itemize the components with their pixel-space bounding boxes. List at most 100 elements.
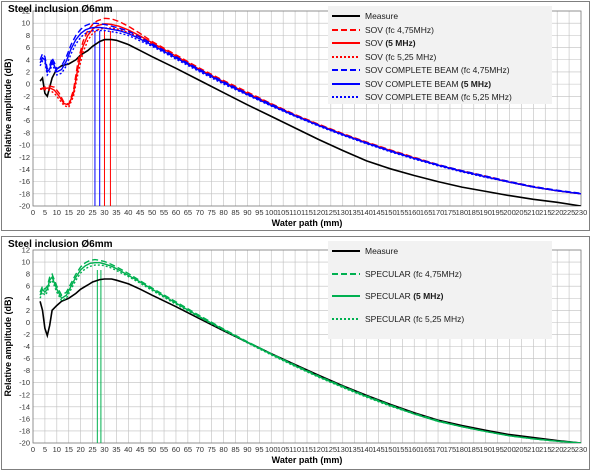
- x-tick-label: 30: [100, 208, 108, 217]
- x-tick-label: 130: [336, 445, 349, 454]
- x-tick-label: 120: [313, 208, 326, 217]
- x-tick-label: 225: [563, 445, 576, 454]
- x-tick-label: 50: [148, 445, 156, 454]
- legend-item: SOV COMPLETE BEAM (fc 4,75MHz): [328, 64, 510, 76]
- legend-label: SOV COMPLETE BEAM (fc 4,75MHz): [365, 65, 510, 75]
- chart-title: Steel inclusion Ø6mm: [8, 239, 113, 250]
- y-tick-label: -20: [19, 439, 30, 448]
- y-tick-label: -4: [23, 342, 30, 351]
- legend-item: SOV (fc 4,75MHz): [328, 24, 434, 36]
- legend-item: SOV (5 MHz): [328, 37, 416, 49]
- y-tick-label: 10: [22, 258, 30, 267]
- x-tick-label: 65: [184, 208, 192, 217]
- y-tick-label: -14: [19, 165, 30, 174]
- y-tick-label: -16: [19, 177, 30, 186]
- legend-item: SPECULAR (5 MHz): [328, 290, 443, 302]
- legend-swatch: [332, 14, 360, 18]
- y-tick-label: -10: [19, 378, 30, 387]
- y-tick-label: -12: [19, 390, 30, 399]
- x-tick-label: 45: [136, 445, 144, 454]
- y-tick-label: 6: [26, 282, 30, 291]
- x-tick-label: 75: [208, 208, 216, 217]
- x-tick-label: 50: [148, 208, 156, 217]
- x-tick-label: 105: [277, 208, 290, 217]
- x-tick-label: 195: [491, 208, 504, 217]
- x-tick-label: 70: [196, 445, 204, 454]
- chart-bottom-svg: 0 5 10 15 20 25 30 35 40 45 50 55 60 65 70 75 80 85 90 95 10…: [3, 246, 587, 466]
- x-tick-label: 150: [384, 208, 397, 217]
- legend-label-text: SOV (fc 4,75MHz): [365, 24, 434, 35]
- x-tick-label: 55: [160, 208, 168, 217]
- legend-swatch: [332, 42, 360, 44]
- y-tick-label: -10: [19, 141, 30, 150]
- x-tick-label: 115: [301, 208, 313, 217]
- legend-swatch: [332, 317, 360, 320]
- x-tick-label: 230: [575, 208, 588, 217]
- x-tick-label: 205: [515, 208, 528, 217]
- x-tick-label: 195: [491, 445, 504, 454]
- x-tick-label: 215: [539, 445, 552, 454]
- x-tick-label: 160: [408, 445, 421, 454]
- x-tick-label: 95: [255, 208, 263, 217]
- y-tick-label: 2: [26, 306, 30, 315]
- y-tick-label: -6: [23, 354, 30, 363]
- y-tick-label: -2: [23, 330, 30, 339]
- y-tick-label: -18: [19, 426, 30, 435]
- x-tick-label: 180: [456, 208, 469, 217]
- legend-label: SOV COMPLETE BEAM (fc 5,25 MHz): [365, 92, 512, 102]
- x-tick-label: 30: [100, 445, 108, 454]
- plot-area: [32, 249, 582, 444]
- x-tick-label: 175: [444, 208, 457, 217]
- legend-label: SOV (5 MHz): [365, 38, 416, 48]
- x-tick-label: 135: [348, 445, 361, 454]
- legend-swatch: [332, 295, 360, 297]
- legend-label-text: SOV COMPLETE BEAM (fc 4,75MHz): [365, 65, 510, 75]
- x-tick-label: 60: [172, 208, 180, 217]
- x-tick-label: 15: [65, 445, 73, 454]
- y-tick-label: 8: [26, 270, 30, 279]
- x-tick-label: 170: [432, 445, 445, 454]
- x-tick-label: 25: [88, 208, 96, 217]
- legend-label-text: SPECULAR (fc 4,75MHz): [365, 268, 462, 279]
- x-tick-label: 55: [160, 445, 168, 454]
- x-tick-label: 185: [468, 208, 481, 217]
- x-tick-label: 140: [360, 445, 373, 454]
- legend-label-bold: (5 MHz): [460, 78, 492, 89]
- legend-swatch: [332, 28, 360, 31]
- y-tick-label: -6: [23, 116, 30, 125]
- x-tick-label: 165: [420, 208, 433, 217]
- series-line: [39, 262, 581, 443]
- x-tick-label: 110: [289, 208, 301, 217]
- legend-label-text: Measure: [365, 246, 399, 256]
- legend-label: SPECULAR (5 MHz): [365, 291, 443, 301]
- y-axis-label: Relative amplitude (dB): [3, 296, 13, 396]
- legend-label-text: SPECULAR (fc 5,25 MHz): [365, 313, 465, 324]
- y-tick-label: 10: [22, 19, 30, 28]
- x-tick-label: 25: [88, 445, 96, 454]
- x-tick-label: 15: [65, 208, 73, 217]
- x-tick-label: 110: [289, 445, 301, 454]
- x-tick-label: 10: [53, 445, 61, 454]
- x-tick-label: 155: [396, 445, 409, 454]
- series-line: [39, 264, 581, 443]
- x-tick-label: 40: [124, 208, 132, 217]
- y-tick-label: 12: [22, 246, 30, 255]
- legend-label: SPECULAR (fc 5,25 MHz): [365, 314, 464, 324]
- x-tick-label: 100: [265, 208, 278, 217]
- series-line: [39, 29, 581, 195]
- x-tick-label: 35: [112, 445, 120, 454]
- x-tick-label: 145: [372, 445, 385, 454]
- x-tick-label: 80: [219, 208, 227, 217]
- x-tick-label: 40: [124, 445, 132, 454]
- x-tick-label: 120: [313, 445, 326, 454]
- legend-item: SOV COMPLETE BEAM (5 MHz): [328, 78, 491, 90]
- y-tick-label: 8: [26, 31, 30, 40]
- legend-label: SOV (fc 5,25 MHz): [365, 52, 436, 62]
- x-tick-label: 65: [184, 445, 192, 454]
- legend-label-bold: (5 MHz): [385, 38, 416, 48]
- legend-label-text: SOV: [365, 38, 386, 48]
- x-tick-label: 95: [255, 445, 263, 454]
- plot-area: [32, 10, 582, 207]
- x-tick-label: 140: [360, 208, 373, 217]
- y-tick-label: -18: [19, 189, 30, 198]
